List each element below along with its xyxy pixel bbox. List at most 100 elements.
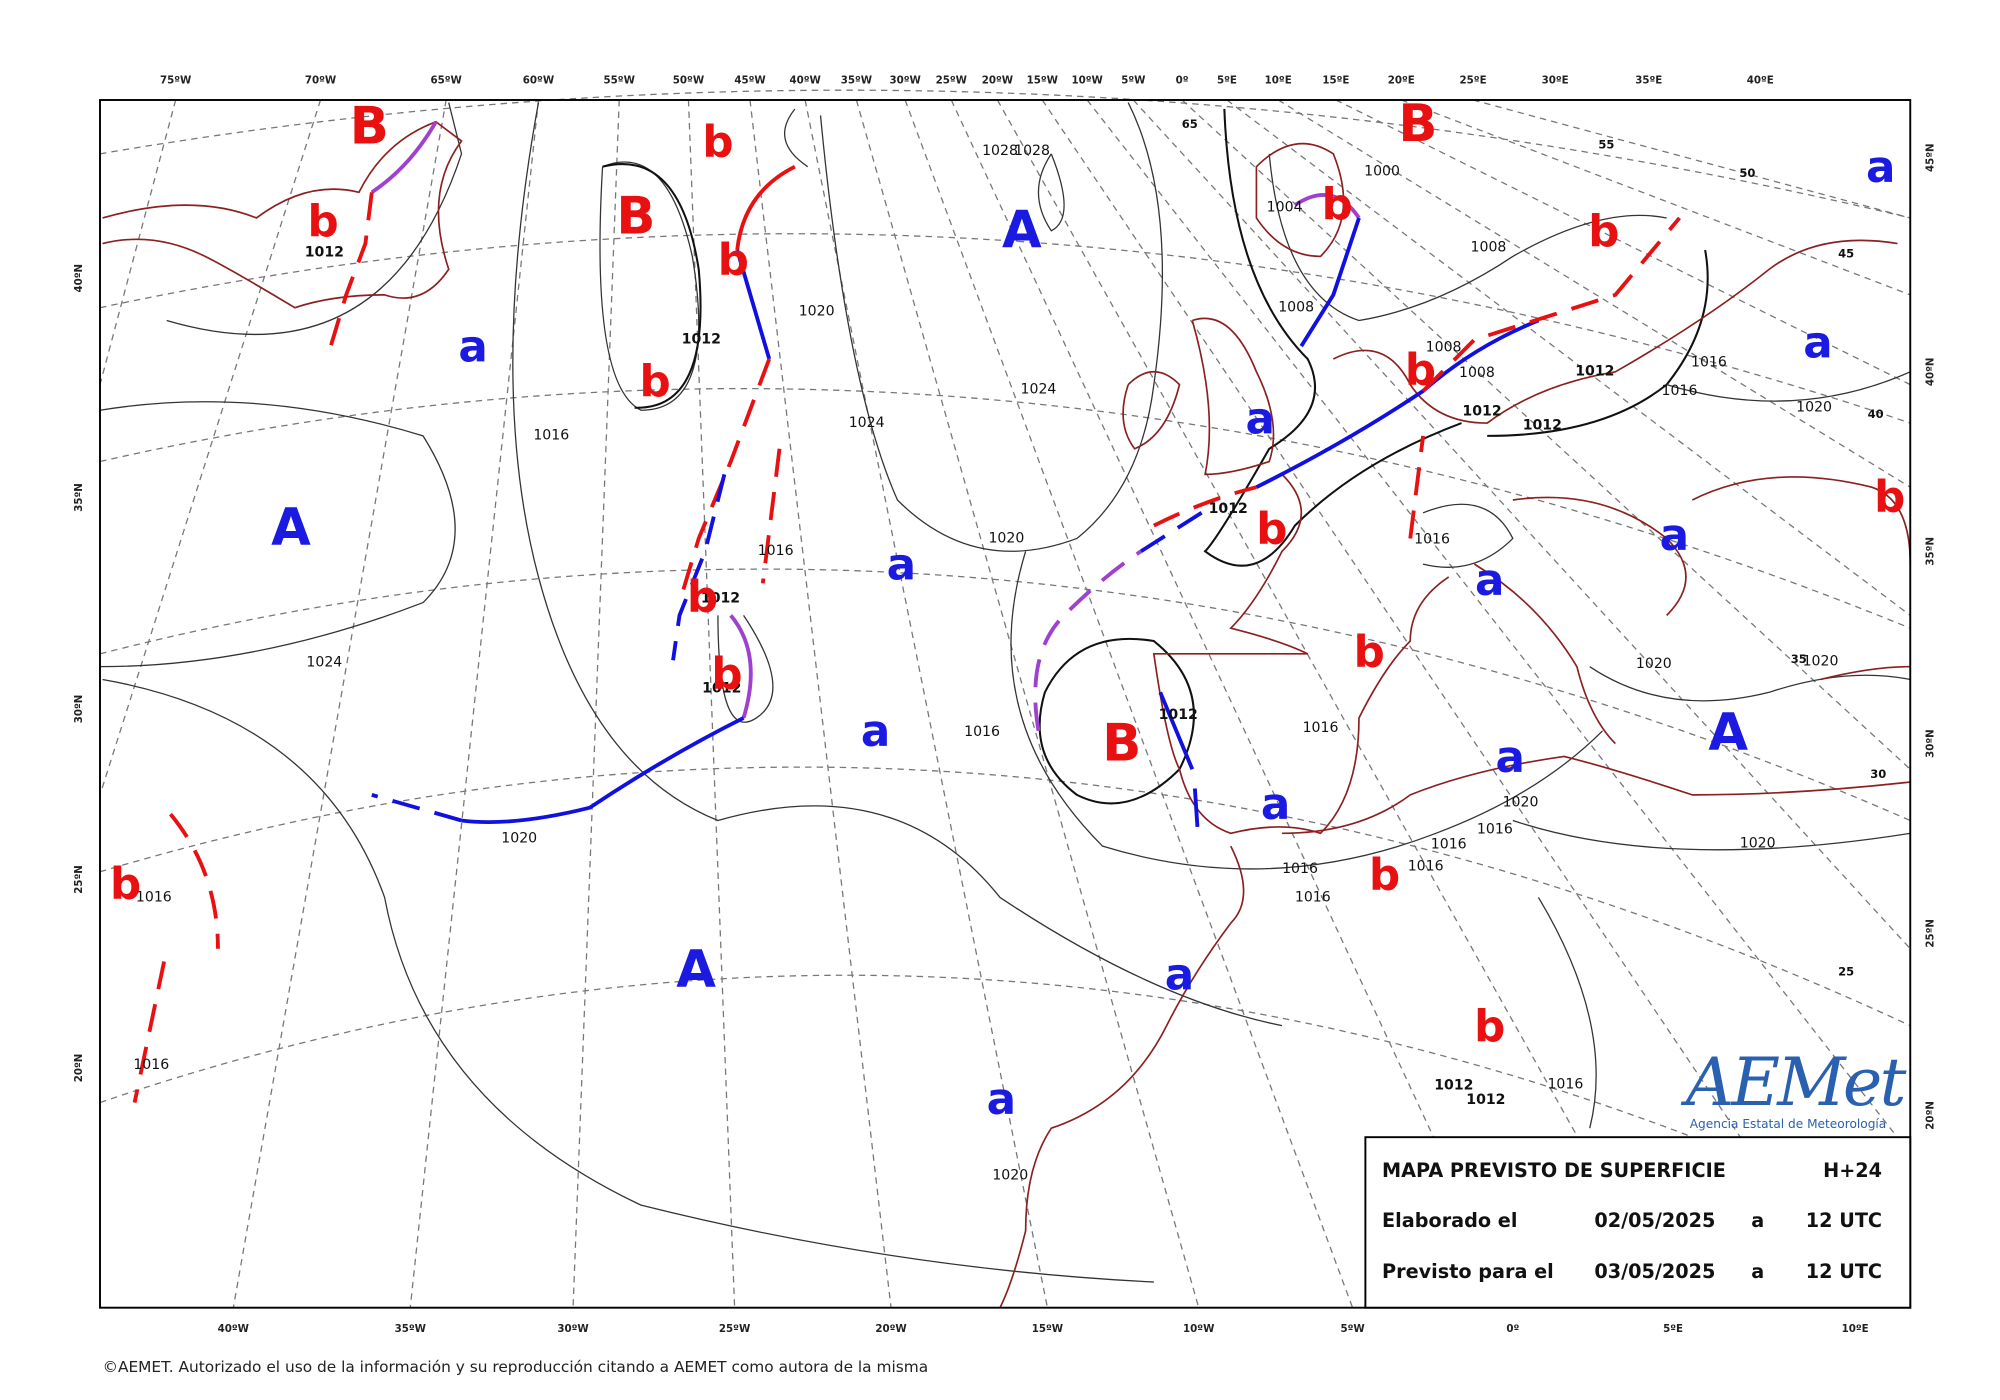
high-pressure-center: a xyxy=(887,540,916,590)
low-pressure-center: b xyxy=(1256,505,1287,555)
longitude-label: 40ºE xyxy=(1747,74,1774,86)
low-pressure-center: b xyxy=(687,573,718,623)
isobar-label: 1000 xyxy=(1364,164,1400,180)
latitude-label: 25ºN xyxy=(1924,919,1936,948)
isobar-label: 1016 xyxy=(1282,861,1318,877)
isobar-label: 1008 xyxy=(1459,365,1495,381)
isobar-label: 1012 xyxy=(701,591,740,607)
high-pressure-center: A xyxy=(1708,703,1748,763)
fronts xyxy=(132,120,1681,1103)
low-pressure-center: b xyxy=(1369,851,1400,901)
longitude-label: 65ºW xyxy=(430,74,461,86)
longitude-label: 60ºW xyxy=(523,74,554,86)
thickness-label: 65 xyxy=(1182,117,1198,131)
thickness-label: 50 xyxy=(1739,166,1755,180)
latitude-label: 30ºN xyxy=(1924,729,1936,758)
low-pressure-center: b xyxy=(1354,628,1385,678)
thickness-label: 40 xyxy=(1868,407,1884,421)
longitude-label: 35ºW xyxy=(395,1323,426,1335)
isobar-label: 1020 xyxy=(1796,400,1832,416)
longitude-label: 25ºW xyxy=(936,74,967,86)
high-pressure-center: A xyxy=(271,498,311,558)
legend-row-date: 03/05/2025 xyxy=(1594,1260,1715,1283)
isobar-label: 1016 xyxy=(1477,821,1513,837)
longitude-label: 30ºW xyxy=(557,1323,588,1335)
isobar-label: 1016 xyxy=(964,724,1000,740)
high-pressure-center: a xyxy=(1475,556,1504,606)
high-pressure-center: a xyxy=(1246,394,1275,444)
longitude-label: 25ºW xyxy=(719,1323,750,1335)
latitude-label: 25ºN xyxy=(73,865,85,894)
low-pressure-center: b xyxy=(307,197,338,247)
isobar-label: 1028 xyxy=(1014,143,1050,159)
high-pressure-center: a xyxy=(861,707,890,757)
thickness-label: 30 xyxy=(1870,767,1886,781)
isobar-label: 1012 xyxy=(1159,707,1198,723)
legend-row-date: 02/05/2025 xyxy=(1594,1209,1715,1232)
legend-title: MAPA PREVISTO DE SUPERFICIE xyxy=(1382,1159,1726,1182)
graticule xyxy=(99,89,1911,1309)
longitude-label: 35ºW xyxy=(841,74,872,86)
labels: 75ºW 70ºW 65ºW 60ºW 55ºW 50ºW 45ºW 40ºW 35ºW 30ºW… xyxy=(73,74,1936,1375)
longitude-label: 35ºE xyxy=(1635,74,1662,86)
high-pressure-center: a xyxy=(458,323,487,373)
longitude-label: 10ºE xyxy=(1842,1323,1869,1335)
low-pressure-center: b xyxy=(640,357,671,407)
isobar-label: 1020 xyxy=(799,303,835,319)
thickness-label: 45 xyxy=(1838,247,1854,261)
isobar-label: 1016 xyxy=(758,543,794,559)
latitude-label: 35ºN xyxy=(1924,537,1936,566)
longitude-label: 75ºW xyxy=(160,74,191,86)
low-pressure-center: B xyxy=(1398,94,1437,154)
isobar-label: 1020 xyxy=(992,1167,1028,1183)
isobar-label: 1012 xyxy=(1523,417,1562,433)
isobar-label: 1008 xyxy=(1471,239,1507,255)
latitude-label: 40ºN xyxy=(73,264,85,293)
high-pressure-center: a xyxy=(1660,511,1689,561)
isobar-label: 1012 xyxy=(682,332,721,348)
high-pressure-center: A xyxy=(676,940,716,1000)
isobar-label: 1024 xyxy=(1021,382,1057,398)
longitude-label: 5ºW xyxy=(1121,74,1145,86)
logo-subtitle: Agencia Estatal de Meteorología xyxy=(1690,1117,1887,1131)
legend-row-label: Previsto para el xyxy=(1382,1260,1554,1283)
isobar-label: 1004 xyxy=(1267,200,1303,216)
isobar-label: 1012 xyxy=(1209,501,1248,517)
low-pressure-center: B xyxy=(1102,713,1141,773)
legend-box xyxy=(1364,1136,1912,1309)
longitude-label: 15ºW xyxy=(1027,74,1058,86)
longitude-label: 40ºW xyxy=(218,1323,249,1335)
low-pressure-center: b xyxy=(718,235,749,285)
isobar-label: 1024 xyxy=(306,655,342,671)
latitude-label: 45ºN xyxy=(1924,143,1936,172)
longitude-label: 20ºW xyxy=(982,74,1013,86)
longitude-label: 25ºE xyxy=(1460,74,1487,86)
latitude-label: 20ºN xyxy=(73,1054,85,1083)
longitude-label: 30ºW xyxy=(889,74,920,86)
isobar-label: 1012 xyxy=(702,680,741,696)
thickness-label: 25 xyxy=(1838,965,1854,979)
isobar-label: 1024 xyxy=(849,415,885,431)
thickness-label: 35 xyxy=(1791,652,1807,666)
isobar-label: 1016 xyxy=(1303,720,1339,736)
longitude-label: 10ºW xyxy=(1183,1323,1214,1335)
legend-row-time: 12 UTC xyxy=(1806,1209,1882,1232)
longitude-label: 5ºW xyxy=(1340,1323,1364,1335)
thickness-label: 55 xyxy=(1598,138,1614,152)
coastlines xyxy=(102,120,1912,1309)
isobar-label: 1016 xyxy=(1662,383,1698,399)
isobar-label: 1012 xyxy=(1466,1092,1505,1108)
high-pressure-center: a xyxy=(1496,733,1525,783)
isobar-label: 1020 xyxy=(1636,656,1672,672)
map-frame xyxy=(99,99,1912,1309)
high-pressure-center: A xyxy=(1002,200,1042,260)
isobar-label: 1012 xyxy=(305,244,344,260)
copyright: ©AEMET. Autorizado el uso de la informac… xyxy=(103,1358,929,1376)
isobar-label: 1016 xyxy=(1431,837,1467,853)
high-pressure-center: a xyxy=(1261,780,1290,830)
low-pressure-center: b xyxy=(110,860,141,910)
longitude-label: 5ºE xyxy=(1663,1323,1683,1335)
isobar-label: 1016 xyxy=(533,428,569,444)
low-pressure-center: b xyxy=(1588,207,1619,257)
longitude-label: 5ºE xyxy=(1217,74,1237,86)
